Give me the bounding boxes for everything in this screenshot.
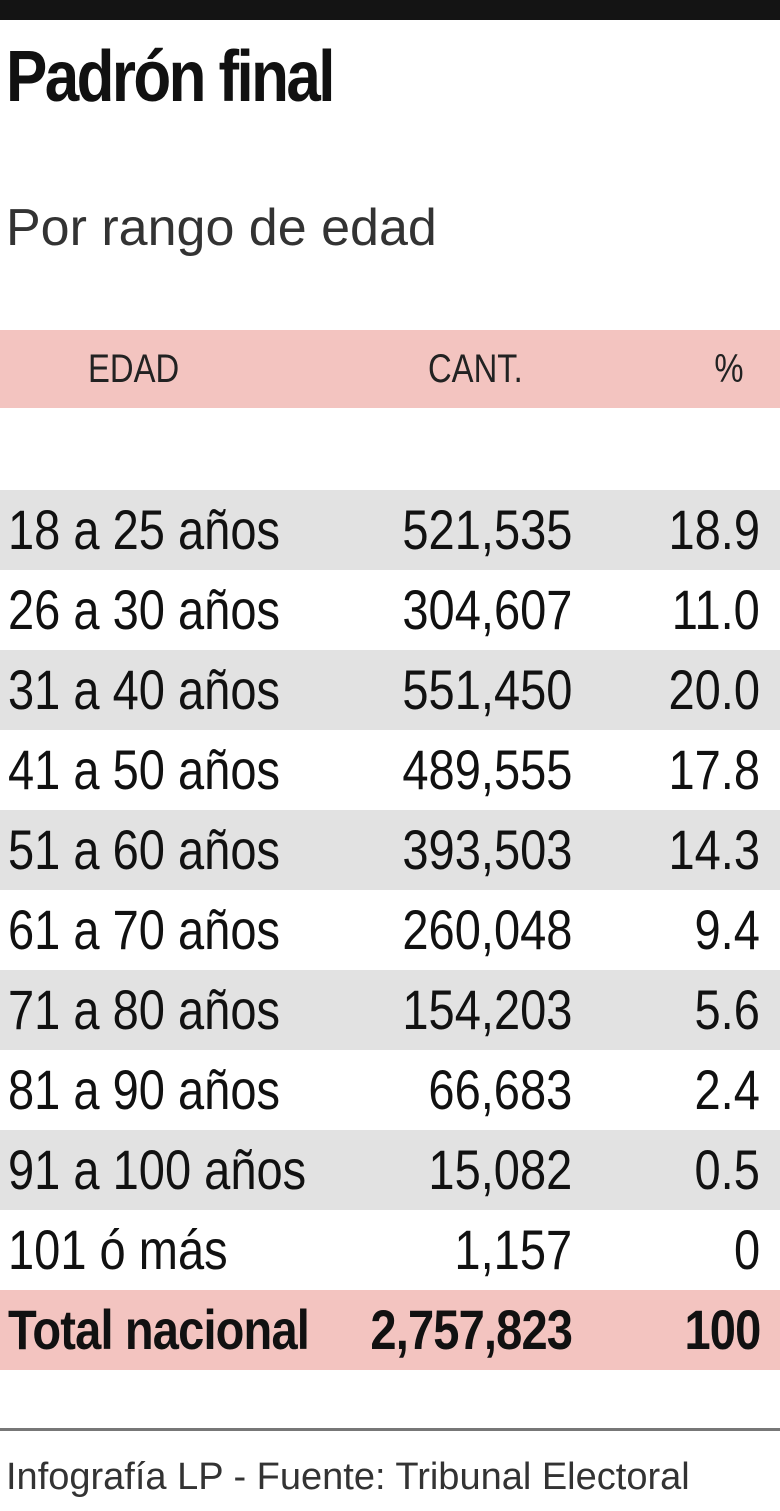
row-label: 26 a 30 años (8, 578, 281, 641)
row-cant: 521,535 (401, 498, 572, 561)
table-body: 18 a 25 años 521,535 18.9 26 a 30 años 3… (0, 490, 780, 1370)
row-cant: 1,157 (454, 1218, 572, 1281)
source-footer: Infografía LP - Fuente: Tribunal Elector… (6, 1456, 690, 1498)
row-label: 91 a 100 años (8, 1138, 307, 1201)
top-rule (0, 0, 780, 20)
row-cant: 154,203 (401, 978, 572, 1041)
row-pct: 9.4 (694, 898, 760, 961)
row-label: 71 a 80 años (8, 978, 281, 1041)
table-row: 61 a 70 años 260,048 9.4 (0, 890, 780, 970)
row-cant: 260,048 (401, 898, 572, 961)
table-header: EDAD CANT. % (0, 330, 780, 408)
row-cant: 304,607 (401, 578, 572, 641)
chart-subtitle: Por rango de edad (6, 199, 437, 257)
row-pct: 5.6 (694, 978, 760, 1041)
table-row: 41 a 50 años 489,555 17.8 (0, 730, 780, 810)
bottom-rule (0, 1428, 780, 1431)
row-label: 61 a 70 años (8, 898, 281, 961)
table-row: 26 a 30 años 304,607 11.0 (0, 570, 780, 650)
table-row: 51 a 60 años 393,503 14.3 (0, 810, 780, 890)
row-pct: 0 (733, 1218, 760, 1281)
row-pct: 11.0 (671, 578, 760, 641)
table-row: 71 a 80 años 154,203 5.6 (0, 970, 780, 1050)
table-row: 18 a 25 años 521,535 18.9 (0, 490, 780, 570)
column-header-cant: CANT. (428, 347, 523, 391)
row-label: 81 a 90 años (8, 1058, 281, 1121)
row-label: 18 a 25 años (8, 498, 281, 561)
row-pct: 20.0 (668, 658, 760, 721)
row-label: 51 a 60 años (8, 818, 281, 881)
table-row: 101 ó más 1,157 0 (0, 1210, 780, 1290)
total-label: Total nacional (8, 1298, 310, 1361)
row-pct: 0.5 (694, 1138, 760, 1201)
column-header-edad: EDAD (88, 347, 180, 391)
row-cant: 66,683 (428, 1058, 572, 1121)
row-cant: 551,450 (401, 658, 572, 721)
table-row: 81 a 90 años 66,683 2.4 (0, 1050, 780, 1130)
total-row: Total nacional 2,757,823 100 (0, 1290, 780, 1370)
row-label: 31 a 40 años (8, 658, 281, 721)
row-pct: 18.9 (668, 498, 760, 561)
row-cant: 15,082 (428, 1138, 572, 1201)
row-cant: 489,555 (401, 738, 572, 801)
row-cant: 393,503 (401, 818, 572, 881)
row-pct: 14.3 (668, 818, 760, 881)
row-label: 41 a 50 años (8, 738, 281, 801)
column-header-pct: % (714, 347, 744, 391)
row-pct: 2.4 (694, 1058, 760, 1121)
total-pct: 100 (684, 1298, 761, 1361)
table-row: 31 a 40 años 551,450 20.0 (0, 650, 780, 730)
row-pct: 17.8 (668, 738, 760, 801)
row-label: 101 ó más (8, 1218, 228, 1281)
table-row: 91 a 100 años 15,082 0.5 (0, 1130, 780, 1210)
total-cant: 2,757,823 (370, 1298, 573, 1361)
chart-title: Padrón final (6, 37, 335, 117)
